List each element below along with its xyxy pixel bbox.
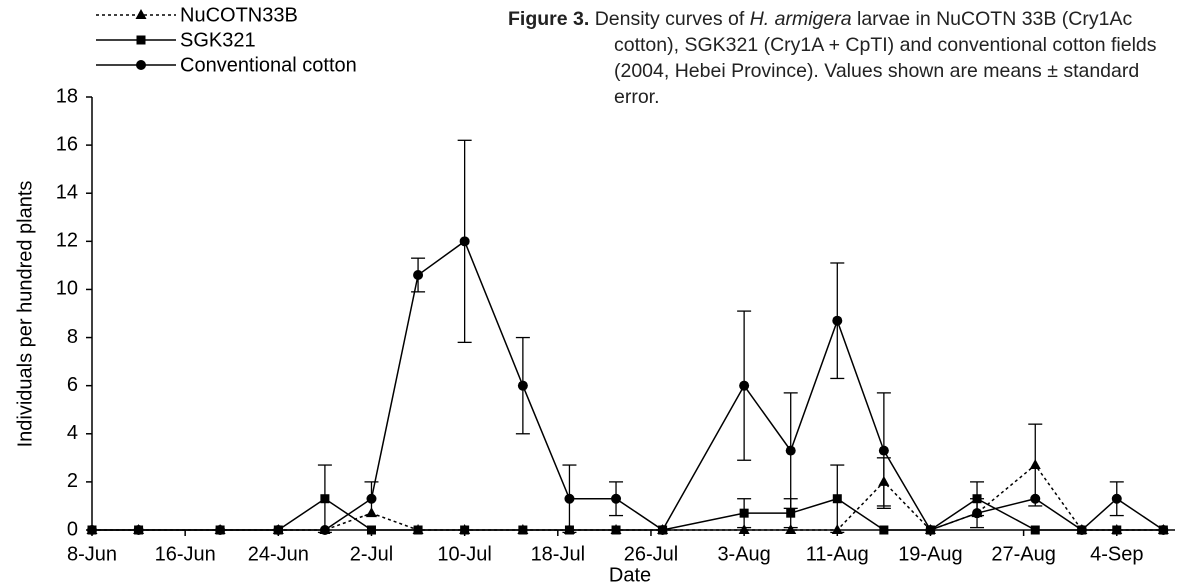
x-tick-label: 2-Jul — [350, 543, 393, 565]
y-axis-title: Individuals per hundred plants — [14, 181, 36, 448]
series-line — [92, 463, 1164, 531]
marker — [413, 270, 424, 281]
legend-label: Conventional cotton — [180, 54, 357, 76]
marker — [925, 525, 936, 535]
marker — [133, 525, 144, 535]
y-tick-label: 16 — [56, 133, 78, 155]
marker — [1029, 459, 1041, 470]
marker — [879, 525, 889, 535]
caption-text: larvae in NuCOTN 33B (Cry1Ac cotton), SG… — [614, 8, 1157, 108]
x-tick-label: 16-Jun — [155, 543, 216, 565]
marker — [215, 525, 226, 535]
x-tick-label: 3-Aug — [717, 543, 770, 565]
marker — [1030, 525, 1040, 535]
marker — [739, 380, 750, 391]
y-tick-label: 10 — [56, 278, 78, 300]
marker — [413, 525, 423, 535]
y-tick-label: 18 — [56, 85, 78, 107]
x-tick-label: 8-Jun — [67, 543, 117, 565]
y-tick-label: 14 — [56, 182, 78, 204]
marker — [832, 494, 842, 504]
marker — [87, 525, 97, 535]
marker — [786, 508, 796, 518]
legend-marker — [136, 35, 146, 45]
marker — [518, 525, 528, 535]
y-tick-label: 2 — [67, 470, 78, 492]
y-tick-label: 12 — [56, 230, 78, 252]
marker — [273, 525, 284, 535]
marker — [366, 525, 376, 535]
legend-label: NuCOTN33B — [180, 4, 298, 26]
x-tick-label: 11-Aug — [806, 543, 869, 565]
x-tick-label: 26-Jul — [624, 543, 678, 565]
marker — [1112, 525, 1122, 535]
legend-marker — [136, 60, 146, 70]
marker — [878, 445, 889, 456]
legend-marker — [135, 9, 147, 19]
marker — [319, 525, 330, 535]
x-tick-label: 27-Aug — [991, 543, 1056, 565]
x-tick-label: 10-Jul — [437, 543, 491, 565]
x-tick-label: 24-Jun — [248, 543, 309, 565]
x-tick-label: 18-Jul — [531, 543, 585, 565]
marker — [657, 525, 668, 535]
caption-species: H. armigera — [749, 8, 852, 30]
series-line — [92, 497, 1164, 531]
y-tick-label: 6 — [67, 374, 78, 396]
marker — [738, 524, 750, 534]
caption: Figure 3. Density curves of H. armigera … — [508, 6, 1184, 110]
y-tick-label: 0 — [67, 518, 78, 540]
legend-label: SGK321 — [180, 29, 256, 51]
marker — [611, 525, 621, 535]
marker — [459, 236, 470, 247]
marker — [1111, 493, 1122, 504]
marker — [832, 315, 843, 326]
marker — [611, 493, 622, 504]
marker — [1030, 493, 1041, 504]
x-axis-title: Date — [609, 564, 651, 586]
marker — [320, 494, 330, 504]
marker — [785, 445, 796, 456]
series-line — [92, 240, 1164, 532]
y-tick-label: 4 — [67, 422, 78, 444]
marker — [972, 508, 983, 519]
x-tick-label: 4-Sep — [1090, 543, 1143, 565]
x-tick-label: 19-Aug — [898, 543, 963, 565]
marker — [739, 508, 749, 518]
marker — [1158, 525, 1169, 535]
caption-text: Density curves of — [594, 8, 750, 30]
marker — [564, 493, 575, 504]
marker — [785, 524, 797, 534]
y-tick-label: 8 — [67, 326, 78, 348]
marker — [460, 525, 470, 535]
marker — [517, 380, 528, 391]
caption-label: Figure 3. — [508, 8, 590, 30]
marker — [366, 493, 377, 504]
marker — [1076, 525, 1087, 535]
